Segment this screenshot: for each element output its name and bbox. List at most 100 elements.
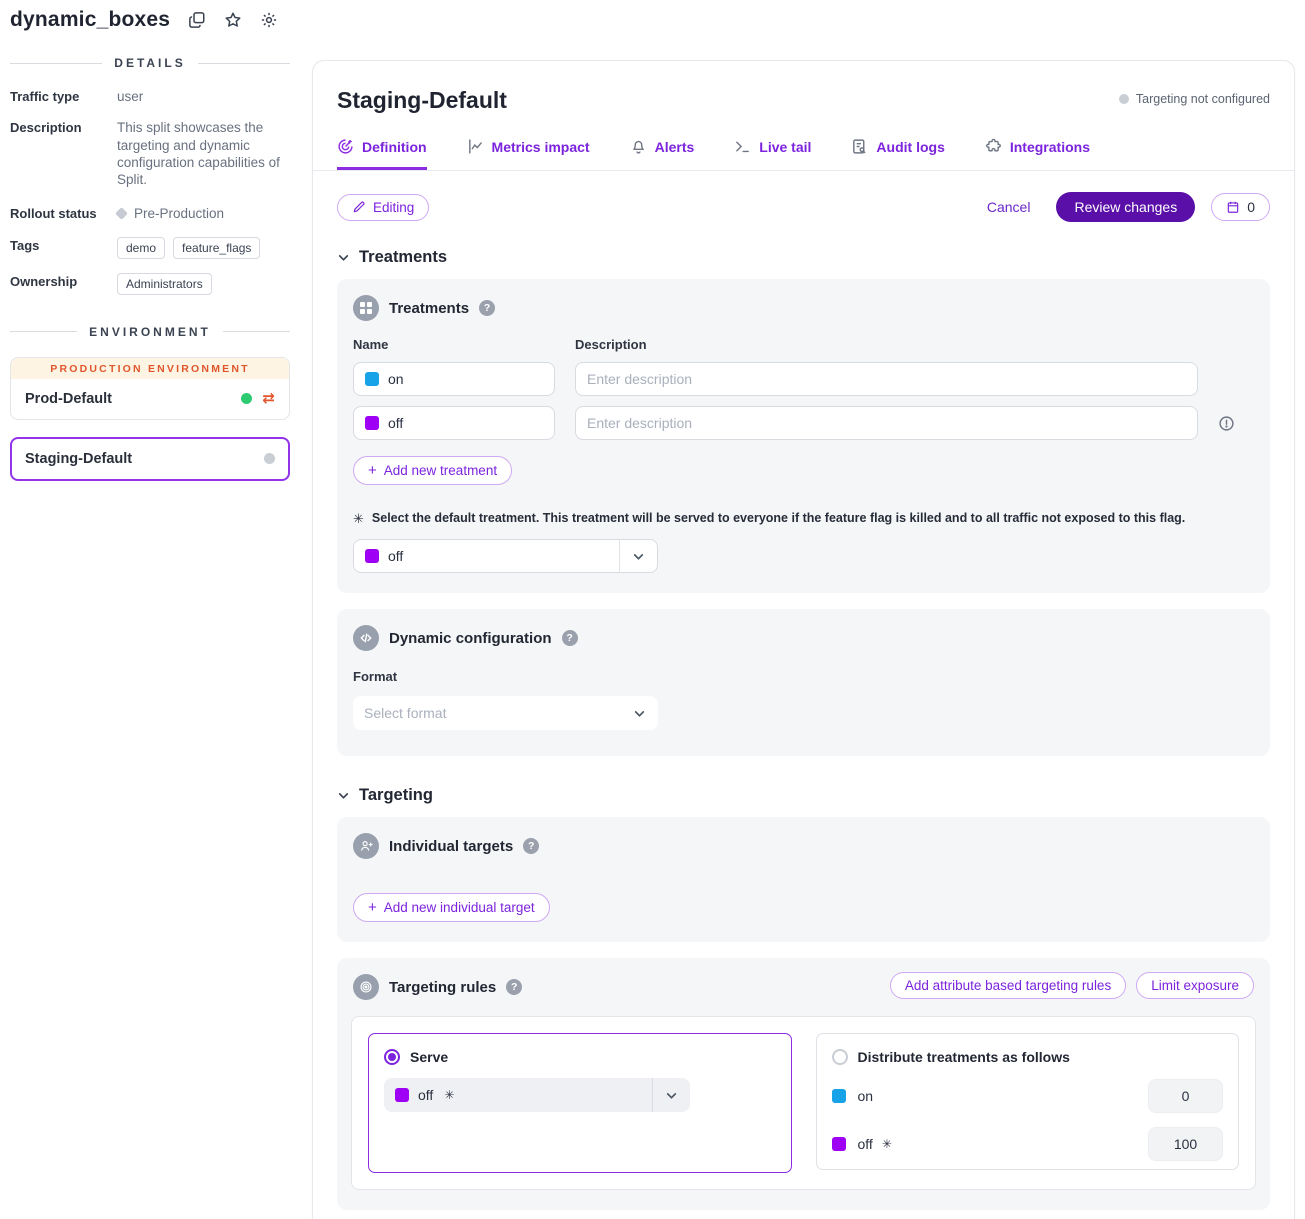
default-treatment-select[interactable]: off <box>353 539 658 573</box>
add-attribute-rules-button[interactable]: Add attribute based targeting rules <box>889 972 1127 999</box>
tab-label: Live tail <box>759 138 812 155</box>
change-count: 0 <box>1247 199 1255 215</box>
tab-label: Alerts <box>654 138 695 155</box>
treatment-description-field[interactable] <box>575 362 1198 396</box>
tags-row: Tags demo feature_flags <box>10 236 290 259</box>
editing-badge: Editing <box>337 193 430 221</box>
tab-label: Integrations <box>1009 138 1090 155</box>
swap-arrows-icon[interactable]: ⇄ <box>262 390 275 408</box>
environment-card-staging[interactable]: Staging-Default <box>10 436 290 481</box>
treatments-help-icon[interactable]: ? <box>479 300 496 316</box>
tab-alerts[interactable]: Alerts <box>630 138 695 170</box>
individual-targets-card: Individual targets ? + Add new individua… <box>337 817 1270 942</box>
ownership-row: Ownership Administrators <box>10 272 290 295</box>
traffic-type-row: Traffic type user <box>10 88 290 105</box>
details-heading: DETAILS <box>10 56 290 70</box>
dynamic-configuration-card: Dynamic configuration ? Format Select fo… <box>337 609 1270 756</box>
distribute-option-box[interactable]: Distribute treatments as follows on off … <box>815 1033 1239 1170</box>
distribute-treatment-name: off <box>857 1136 873 1152</box>
cancel-button[interactable]: Cancel <box>986 199 1031 215</box>
treatment-description-field[interactable] <box>575 406 1198 440</box>
tab-label: Definition <box>362 138 427 155</box>
owner-chip[interactable]: Administrators <box>117 272 212 295</box>
treatments-card-title: Treatments <box>389 299 470 317</box>
environment-card-prod[interactable]: PRODUCTION ENVIRONMENT Prod-Default ⇄ <box>10 356 290 420</box>
rollout-status-value: Pre-Production <box>134 206 225 222</box>
code-icon <box>353 625 379 651</box>
tab-audit-logs[interactable]: Audit logs <box>851 138 945 170</box>
dynamic-configuration-help-icon[interactable]: ? <box>561 630 578 646</box>
distribute-percentage-input[interactable] <box>1148 1127 1223 1161</box>
add-new-treatment-label: Add new treatment <box>383 463 498 478</box>
serve-option-box[interactable]: Serve off ✳ <box>368 1033 792 1173</box>
bullseye-icon <box>353 974 379 1000</box>
environment-name-prod: Prod-Default <box>25 390 112 407</box>
treatments-grid-icon <box>353 295 379 321</box>
distribute-radio-row[interactable]: Distribute treatments as follows <box>831 1049 1224 1065</box>
rollout-status-icon <box>115 207 128 221</box>
distribute-radio[interactable] <box>831 1049 848 1065</box>
audit-log-icon <box>851 138 868 155</box>
treatment-color-swatch <box>365 416 379 430</box>
info-icon[interactable] <box>1218 415 1235 432</box>
gear-icon[interactable] <box>260 11 278 29</box>
tab-live-tail[interactable]: Live tail <box>734 138 811 170</box>
individual-targets-help-icon[interactable]: ? <box>523 838 540 854</box>
targeting-section-toggle[interactable]: Targeting <box>337 786 1270 805</box>
chevron-down-icon <box>619 540 657 572</box>
treatment-name-field[interactable] <box>353 362 555 396</box>
scheduled-changes-button[interactable]: 0 <box>1211 193 1270 221</box>
add-new-individual-target-button[interactable]: + Add new individual target <box>353 893 550 922</box>
targeting-rules-help-icon[interactable]: ? <box>506 979 523 995</box>
main-panel: Staging-Default Targeting not configured… <box>312 60 1295 1219</box>
treatment-name-field[interactable] <box>353 406 555 440</box>
treatments-section-title: Treatments <box>359 248 448 266</box>
treatment-color-swatch <box>395 1088 409 1102</box>
distribute-percentage-input[interactable] <box>1148 1079 1223 1113</box>
rollout-status-row: Rollout status Pre-Production <box>10 205 290 222</box>
chevron-down-icon <box>338 793 349 799</box>
serve-treatment-value: off <box>418 1087 434 1103</box>
treatment-description-input[interactable] <box>587 371 1186 387</box>
page-title: dynamic_boxes <box>10 8 171 31</box>
traffic-type-value: user <box>117 89 144 104</box>
format-select[interactable]: Select format <box>353 696 658 730</box>
sidebar: DETAILS Traffic type user Description Th… <box>10 56 290 481</box>
serve-radio[interactable] <box>384 1049 400 1065</box>
environment-block: ENVIRONMENT PRODUCTION ENVIRONMENT Prod-… <box>10 325 290 481</box>
tab-definition[interactable]: Definition <box>337 138 427 170</box>
tag-chip[interactable]: demo <box>117 236 166 259</box>
treatments-section-toggle[interactable]: Treatments <box>337 248 1270 267</box>
default-treatment-value: off <box>388 548 404 564</box>
treatment-name-input[interactable] <box>388 371 543 387</box>
description-column-header: Description <box>575 337 647 352</box>
environment-heading: ENVIRONMENT <box>10 325 290 339</box>
tab-label: Metrics impact <box>491 138 590 155</box>
serve-treatment-select[interactable]: off ✳ <box>384 1078 690 1112</box>
limit-exposure-button[interactable]: Limit exposure <box>1136 972 1254 999</box>
add-new-individual-target-label: Add new individual target <box>383 900 535 915</box>
star-icon[interactable] <box>224 11 242 29</box>
dynamic-configuration-title: Dynamic configuration <box>389 629 552 647</box>
treatment-color-swatch <box>365 549 379 563</box>
review-changes-button[interactable]: Review changes <box>1056 192 1196 222</box>
copy-icon[interactable] <box>188 11 206 29</box>
description-value: This split showcases the targeting and d… <box>117 120 280 188</box>
serve-radio-row[interactable]: Serve <box>384 1049 776 1065</box>
production-environment-banner: PRODUCTION ENVIRONMENT <box>11 357 289 379</box>
metrics-chart-icon <box>467 138 484 155</box>
env-active-dot <box>241 393 253 405</box>
app-header: dynamic_boxes <box>10 0 278 40</box>
environment-name-staging: Staging-Default <box>25 450 133 467</box>
add-new-treatment-button[interactable]: + Add new treatment <box>353 456 513 485</box>
default-marker-icon: ✳ <box>444 1088 455 1102</box>
tags-label: Tags <box>10 237 40 253</box>
tab-integrations[interactable]: Integrations <box>985 138 1090 170</box>
distribute-row-on: on <box>831 1079 1223 1113</box>
treatment-description-input[interactable] <box>587 415 1186 431</box>
targeting-rules-title: Targeting rules <box>389 978 497 996</box>
treatment-name-input[interactable] <box>388 415 543 431</box>
tab-metrics-impact[interactable]: Metrics impact <box>467 138 590 170</box>
tab-bar: Definition Metrics impact Alerts Live ta… <box>337 138 1270 170</box>
tag-chip[interactable]: feature_flags <box>173 236 261 259</box>
